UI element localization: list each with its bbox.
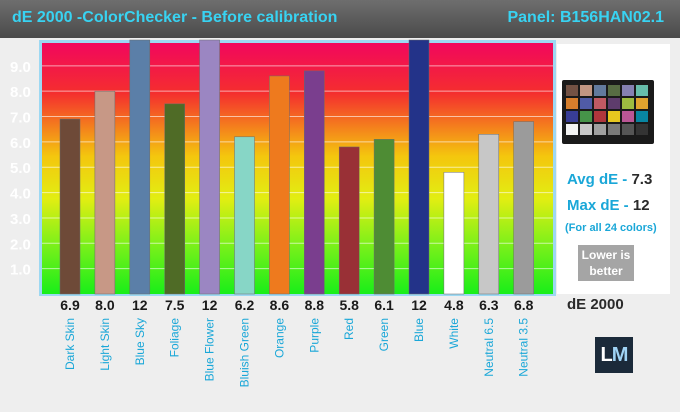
checker-swatch [622,111,634,122]
checker-swatch [622,124,634,135]
avg-de-value: 7.3 [631,171,653,188]
laptopmedia-logo: LM [595,337,633,373]
checker-swatch [594,111,606,122]
value-label: 12 [411,297,427,313]
category-label: Neutral 6.5 [482,318,496,377]
category-label: Blue Flower [203,318,217,381]
category-label: Light Skin [98,318,112,371]
y-tick-label: 2.0 [10,236,31,253]
colorchecker-chart [562,80,654,144]
y-tick-label: 1.0 [10,262,31,279]
category-label: Neutral 3.5 [517,318,531,377]
value-label: 6.9 [60,297,80,313]
value-label: 6.3 [479,297,499,313]
checker-swatch [580,98,592,109]
checker-swatch [594,85,606,96]
checker-swatch [622,98,634,109]
y-tick-label: 5.0 [10,160,31,177]
y-tick-label: 9.0 [10,59,31,76]
chart-title: dE 2000 -ColorChecker - Before calibrati… [12,9,338,26]
value-label: 4.8 [444,297,464,313]
checker-swatch [636,85,648,96]
value-label: 6.8 [514,297,534,313]
value-label: 5.8 [339,297,359,313]
header-bar: dE 2000 -ColorChecker - Before calibrati… [0,0,680,38]
badge-line-1: Lower is [581,248,631,262]
checker-swatch [608,124,620,135]
checker-swatch [580,85,592,96]
max-de-value: 12 [632,197,650,214]
y-tick-label: 8.0 [10,84,31,101]
bar-neutral-35 [513,121,534,295]
category-label: Blue Sky [133,318,147,365]
avg-de: Avg dE - 7.3 [567,171,652,188]
category-label: Orange [272,318,286,358]
checker-swatch [636,124,648,135]
checker-swatch [608,111,620,122]
value-label: 8.6 [270,297,290,313]
checker-swatch [594,98,606,109]
value-label: 12 [132,297,148,313]
value-label: 7.5 [165,297,185,313]
max-de-label: Max dE - [567,197,633,214]
checker-swatch [608,98,620,109]
bar-bluish-green [234,136,255,295]
checker-swatch [580,124,592,135]
category-label: White [447,318,461,349]
bar-red [338,146,360,295]
y-tick-label: 7.0 [10,110,31,127]
bar-white [443,172,465,295]
category-label: Red [342,318,356,340]
y-tick-label: 4.0 [10,186,31,203]
checker-swatch [636,98,648,109]
value-label: 12 [202,297,218,313]
bar-neutral-65 [478,134,500,295]
checker-swatch [636,111,648,122]
plot-background [42,43,553,294]
bar-light-skin [94,90,116,295]
category-label: Green [377,318,391,351]
bar-foliage [164,103,185,295]
lower-is-better-badge: Lower is better [578,245,634,281]
value-label: 8.0 [95,297,115,313]
bar-blue-flower [199,39,220,295]
value-label: 6.2 [235,297,255,313]
panel-name: Panel: B156HAN02.1 [507,9,664,26]
checker-swatch [608,85,620,96]
checker-swatch [566,85,578,96]
logo-letter-m: M [611,344,629,366]
category-label: Foliage [168,318,182,358]
category-label: Bluish Green [238,318,252,387]
avg-de-label: Avg dE - [567,171,632,188]
logo-letter-l: L [600,344,613,366]
checker-swatch [622,85,634,96]
category-label: Purple [307,318,321,353]
checker-swatch [566,124,578,135]
bar-purple [304,70,325,295]
bar-blue-sky [129,39,151,295]
bar-green [373,139,395,295]
value-label: 6.1 [374,297,394,313]
unit-label: dE 2000 [567,296,624,313]
checker-swatch [566,111,578,122]
category-label: Dark Skin [63,318,77,370]
checker-swatch [580,111,592,122]
category-label: Blue [412,318,426,342]
checker-swatch [594,124,606,135]
bar-dark-skin [59,118,81,295]
max-de: Max dE - 12 [567,197,650,214]
bar-blue [408,39,430,295]
y-tick-label: 6.0 [10,135,31,152]
y-tick-label: 3.0 [10,211,31,228]
checker-swatch [566,98,578,109]
value-label: 8.8 [305,297,325,313]
badge-line-2: better [589,264,623,278]
colors-note: (For all 24 colors) [565,222,657,234]
bar-orange [269,75,290,295]
